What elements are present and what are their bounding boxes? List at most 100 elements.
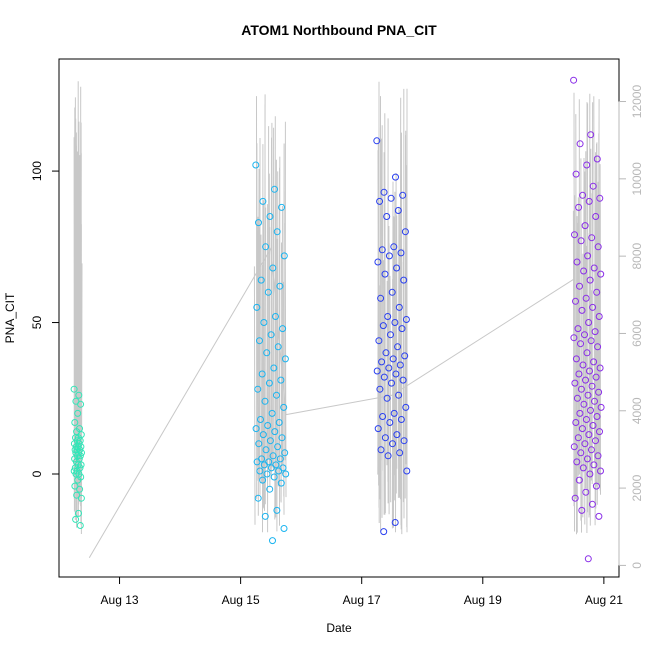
data-point [259, 197, 267, 205]
data-point [581, 440, 589, 448]
data-point [587, 406, 594, 414]
data-point [576, 140, 584, 148]
data-point [269, 452, 277, 460]
y2-tick-label: 2000 [630, 474, 644, 501]
data-point [386, 419, 394, 426]
data-point [282, 470, 290, 478]
data-point [273, 391, 280, 399]
data-point [76, 522, 84, 529]
data-point [375, 337, 383, 345]
data-point [592, 482, 600, 490]
data-point [390, 243, 398, 251]
data-point [388, 379, 395, 387]
data-point [374, 425, 382, 433]
y2-tick-label: 6000 [630, 320, 644, 347]
data-point [571, 494, 579, 502]
y-tick-label: 50 [30, 316, 44, 330]
plot-area [58, 58, 620, 578]
data-point [257, 416, 264, 423]
data-point [581, 331, 588, 339]
data-point [377, 446, 385, 454]
data-point [76, 485, 84, 493]
data-point [591, 328, 599, 336]
data-point [278, 203, 286, 211]
data-point [258, 370, 266, 378]
data-point [584, 252, 592, 260]
data-point [585, 197, 593, 205]
data-point [376, 385, 384, 393]
data-point [276, 455, 284, 463]
data-point [395, 303, 403, 311]
data-point [584, 391, 592, 399]
data-point [595, 512, 603, 520]
data-point [252, 161, 260, 169]
data-point [591, 397, 598, 405]
data-point [275, 419, 283, 426]
data-point [277, 479, 285, 487]
data-point [580, 267, 588, 275]
data-point [402, 403, 410, 411]
data-point [260, 461, 268, 469]
data-point [77, 494, 85, 502]
data-point [594, 243, 602, 251]
data-point [572, 419, 580, 426]
data-point [280, 525, 288, 532]
data-point [70, 385, 78, 393]
data-point [281, 449, 289, 457]
data-point [593, 288, 601, 296]
data-point [383, 394, 391, 402]
data-point [380, 188, 388, 196]
data-point [281, 355, 289, 363]
data-point [579, 464, 587, 472]
scatter-points [70, 76, 605, 563]
data-point [274, 343, 282, 351]
data-point [573, 258, 581, 266]
data-point [255, 440, 263, 448]
data-point [379, 322, 387, 330]
y-axis-label: PNA_CIT [3, 292, 17, 343]
data-point [402, 316, 410, 323]
data-point [579, 191, 587, 199]
data-point [400, 437, 408, 445]
data-point [383, 213, 391, 220]
data-point [396, 449, 404, 457]
data-point [261, 397, 269, 405]
data-point [266, 485, 274, 493]
data-point [382, 349, 390, 357]
data-point [272, 313, 279, 320]
data-point [587, 337, 595, 345]
data-point [261, 512, 269, 520]
data-point [74, 409, 82, 417]
data-point [387, 331, 394, 339]
data-point [579, 361, 587, 369]
data-point [264, 288, 272, 296]
data-point [577, 340, 584, 348]
data-point [589, 422, 597, 429]
data-point [273, 506, 281, 514]
data-point [263, 470, 271, 478]
data-point [592, 437, 599, 445]
data-point [391, 519, 399, 526]
data-point [389, 440, 396, 448]
data-point [590, 264, 598, 272]
data-point [271, 428, 279, 436]
data-point [280, 403, 288, 411]
x-tick-label: Aug 15 [222, 593, 260, 607]
data-point [577, 237, 585, 245]
data-point [397, 249, 405, 257]
x-tick-label: Aug 17 [343, 593, 381, 607]
data-point [580, 400, 588, 408]
data-point [577, 449, 585, 457]
data-point [587, 446, 595, 454]
data-point [575, 370, 583, 378]
data-point [279, 325, 287, 333]
data-point [394, 207, 402, 214]
data-point [380, 528, 388, 536]
y2-tick-label: 4000 [630, 397, 644, 424]
data-point [274, 443, 282, 451]
y2-tick-label: 0 [630, 562, 644, 569]
y-axis-left: 0 50 100 [30, 161, 60, 477]
data-point [572, 170, 580, 178]
data-point [597, 270, 605, 278]
data-point [582, 294, 590, 302]
